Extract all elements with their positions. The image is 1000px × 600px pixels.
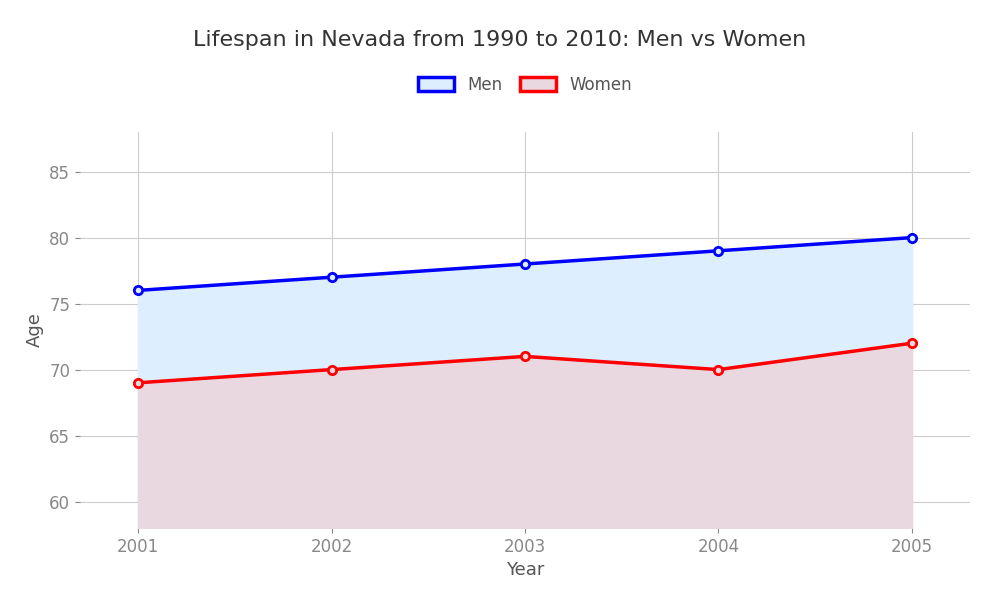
Text: Lifespan in Nevada from 1990 to 2010: Men vs Women: Lifespan in Nevada from 1990 to 2010: Me…	[193, 30, 807, 50]
X-axis label: Year: Year	[506, 561, 544, 579]
Y-axis label: Age: Age	[26, 313, 44, 347]
Legend: Men, Women: Men, Women	[411, 69, 639, 100]
